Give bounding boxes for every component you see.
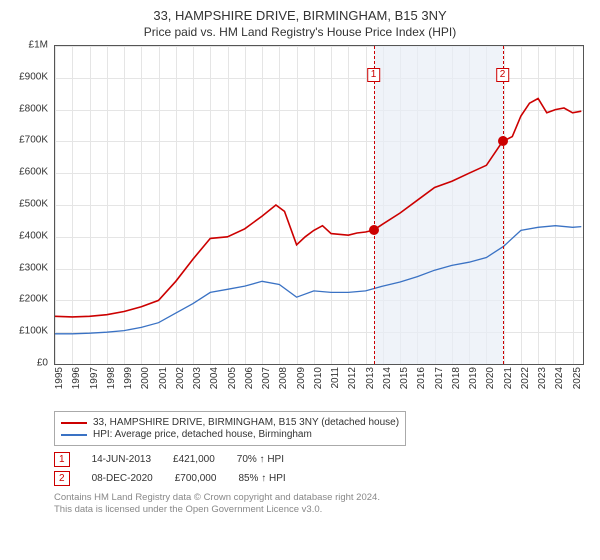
event-badge: 2: [54, 471, 70, 486]
y-tick-label: £600K: [19, 167, 48, 178]
legend-label: HPI: Average price, detached house, Birm…: [93, 429, 312, 440]
x-tick-label: 2019: [468, 367, 479, 389]
y-tick-label: £100K: [19, 326, 48, 337]
plot-area: £0£100K£200K£300K£400K£500K£600K£700K£80…: [54, 45, 584, 365]
events-table: 1 14-JUN-2013 £421,000 70% ↑ HPI 2 08-DEC-202…: [54, 452, 582, 486]
legend-swatch: [61, 422, 87, 424]
y-tick-label: £200K: [19, 294, 48, 305]
x-tick-label: 2014: [382, 367, 393, 389]
event-price: £700,000: [175, 473, 217, 484]
x-tick-label: 2005: [227, 367, 238, 389]
x-tick-label: 2007: [261, 367, 272, 389]
event-line: [503, 46, 504, 364]
event-row: 2 08-DEC-2020 £700,000 85% ↑ HPI: [54, 471, 582, 486]
x-tick-label: 2017: [434, 367, 445, 389]
x-tick-label: 2001: [158, 367, 169, 389]
series-svg: [55, 46, 583, 364]
event-tag: 1: [367, 68, 381, 82]
legend-label: 33, HAMPSHIRE DRIVE, BIRMINGHAM, B15 3NY…: [93, 417, 399, 428]
x-tick-label: 2002: [175, 367, 186, 389]
event-badge: 1: [54, 452, 70, 467]
x-tick-label: 2011: [330, 367, 341, 389]
x-tick-label: 2016: [416, 367, 427, 389]
y-tick-label: £500K: [19, 199, 48, 210]
x-tick-label: 2025: [572, 367, 583, 389]
x-axis-labels: 1995 1996 1997 1998 1999 2000 2001 2002 2003 2004…: [54, 365, 584, 403]
x-tick-label: 2000: [140, 367, 151, 389]
footnote-line-2: This data is licensed under the Open Gov…: [54, 504, 582, 516]
event-marker: [369, 225, 379, 235]
footnote-line-1: Contains HM Land Registry data © Crown c…: [54, 492, 582, 504]
x-tick-label: 2013: [365, 367, 376, 389]
y-tick-label: £1M: [29, 40, 48, 51]
event-tag: 2: [496, 68, 510, 82]
x-tick-label: 1995: [54, 367, 65, 389]
plot: 12: [54, 45, 584, 365]
legend: 33, HAMPSHIRE DRIVE, BIRMINGHAM, B15 3NY…: [54, 411, 406, 446]
x-tick-label: 1998: [106, 367, 117, 389]
x-tick-label: 2004: [209, 367, 220, 389]
event-date: 08-DEC-2020: [92, 473, 153, 484]
event-delta: 85% ↑ HPI: [238, 473, 285, 484]
x-tick-label: 2010: [313, 367, 324, 389]
y-tick-label: £900K: [19, 71, 48, 82]
x-tick-label: 2015: [399, 367, 410, 389]
legend-item: HPI: Average price, detached house, Birm…: [61, 429, 399, 440]
x-tick-label: 2018: [451, 367, 462, 389]
x-tick-label: 1999: [123, 367, 134, 389]
y-tick-label: £0: [37, 358, 48, 369]
event-date: 14-JUN-2013: [92, 454, 151, 465]
x-tick-label: 2009: [296, 367, 307, 389]
event-row: 1 14-JUN-2013 £421,000 70% ↑ HPI: [54, 452, 582, 467]
y-tick-label: £300K: [19, 262, 48, 273]
y-tick-label: £700K: [19, 135, 48, 146]
x-tick-label: 2022: [520, 367, 531, 389]
x-tick-label: 2012: [347, 367, 358, 389]
x-tick-label: 2008: [278, 367, 289, 389]
event-delta: 70% ↑ HPI: [237, 454, 284, 465]
x-tick-label: 1996: [71, 367, 82, 389]
x-tick-label: 1997: [89, 367, 100, 389]
x-tick-label: 2023: [537, 367, 548, 389]
event-line: [374, 46, 375, 364]
x-tick-label: 2021: [503, 367, 514, 389]
event-price: £421,000: [173, 454, 215, 465]
legend-item: 33, HAMPSHIRE DRIVE, BIRMINGHAM, B15 3NY…: [61, 417, 399, 428]
chart-subtitle: Price paid vs. HM Land Registry's House …: [12, 25, 588, 39]
y-tick-label: £400K: [19, 230, 48, 241]
x-tick-label: 2003: [192, 367, 203, 389]
chart-title: 33, HAMPSHIRE DRIVE, BIRMINGHAM, B15 3NY: [12, 8, 588, 23]
y-axis-labels: £0£100K£200K£300K£400K£500K£600K£700K£80…: [10, 45, 50, 365]
chart-container: 33, HAMPSHIRE DRIVE, BIRMINGHAM, B15 3NY…: [0, 0, 600, 521]
footnote: Contains HM Land Registry data © Crown c…: [54, 492, 582, 517]
event-marker: [498, 136, 508, 146]
x-tick-label: 2006: [244, 367, 255, 389]
legend-swatch: [61, 434, 87, 436]
x-tick-label: 2020: [485, 367, 496, 389]
y-tick-label: £800K: [19, 103, 48, 114]
x-tick-label: 2024: [554, 367, 565, 389]
